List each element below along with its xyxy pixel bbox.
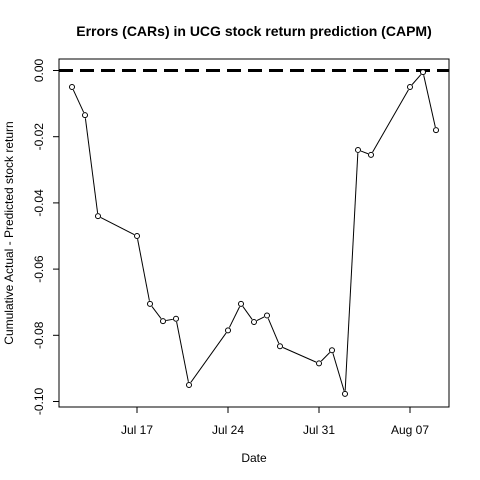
y-tick-label: -0.04 xyxy=(32,189,46,217)
data-point xyxy=(251,319,257,326)
data-point xyxy=(433,127,439,134)
series-line-segment xyxy=(84,118,99,214)
data-point xyxy=(420,69,426,76)
data-point xyxy=(277,343,283,350)
x-tick-label: Aug 07 xyxy=(391,423,429,437)
series-line-segment xyxy=(372,89,409,153)
chart-title: Errors (CARs) in UCG stock return predic… xyxy=(76,23,431,39)
data-point xyxy=(225,327,231,334)
data-point xyxy=(160,318,166,325)
y-tick-label: -0.08 xyxy=(32,321,46,349)
series-line-segment xyxy=(267,318,280,344)
series-line-segment xyxy=(166,318,173,321)
data-point xyxy=(147,300,153,307)
series-line-segment xyxy=(176,321,189,382)
data-point xyxy=(173,315,179,322)
y-tick-label: -0.02 xyxy=(32,123,46,151)
series-line-segment xyxy=(423,75,436,128)
series-line-segment xyxy=(411,74,422,85)
data-point xyxy=(238,300,244,307)
y-tick-label: -0.06 xyxy=(32,255,46,283)
series-line-segment xyxy=(100,217,135,235)
series-line-segment xyxy=(320,352,331,362)
data-point xyxy=(134,233,140,239)
data-point xyxy=(82,112,88,119)
y-axis: 0.00 -0.02 -0.04 -0.06 -0.08 -0.10 xyxy=(32,58,59,415)
data-point xyxy=(368,151,374,158)
series-line-segment xyxy=(190,332,227,383)
x-axis-label: Date xyxy=(241,451,267,465)
x-tick-label: Jul 31 xyxy=(303,423,335,437)
series-line-segment xyxy=(344,153,359,391)
series-line-segment xyxy=(360,150,369,155)
data-point xyxy=(355,146,361,153)
data-point xyxy=(407,84,413,91)
data-point xyxy=(342,390,348,397)
series-line-segment xyxy=(137,239,150,301)
plot-area xyxy=(59,69,449,397)
series-line-segment xyxy=(228,306,241,328)
series-line-segment xyxy=(332,353,345,391)
plot-frame xyxy=(58,58,450,408)
data-point xyxy=(69,84,75,91)
data-point xyxy=(95,213,101,220)
y-tick-label: -0.10 xyxy=(32,388,46,416)
series-line-segment xyxy=(242,306,253,320)
x-tick-label: Jul 17 xyxy=(121,423,153,437)
x-tick-label: Jul 24 xyxy=(212,423,244,437)
y-axis-label: Cumulative Actual - Predicted stock retu… xyxy=(2,121,16,344)
series-line-segment xyxy=(256,316,265,322)
data-point xyxy=(186,381,192,388)
series-line-segment xyxy=(282,347,317,363)
series-line-segment xyxy=(151,306,162,319)
x-axis: Jul 17 Jul 24 Jul 31 Aug 07 xyxy=(121,407,429,437)
data-point xyxy=(329,347,335,354)
data-point xyxy=(264,312,270,319)
y-tick-label: 0.00 xyxy=(32,58,46,82)
series-line-segment xyxy=(72,89,85,113)
data-point xyxy=(316,360,322,367)
